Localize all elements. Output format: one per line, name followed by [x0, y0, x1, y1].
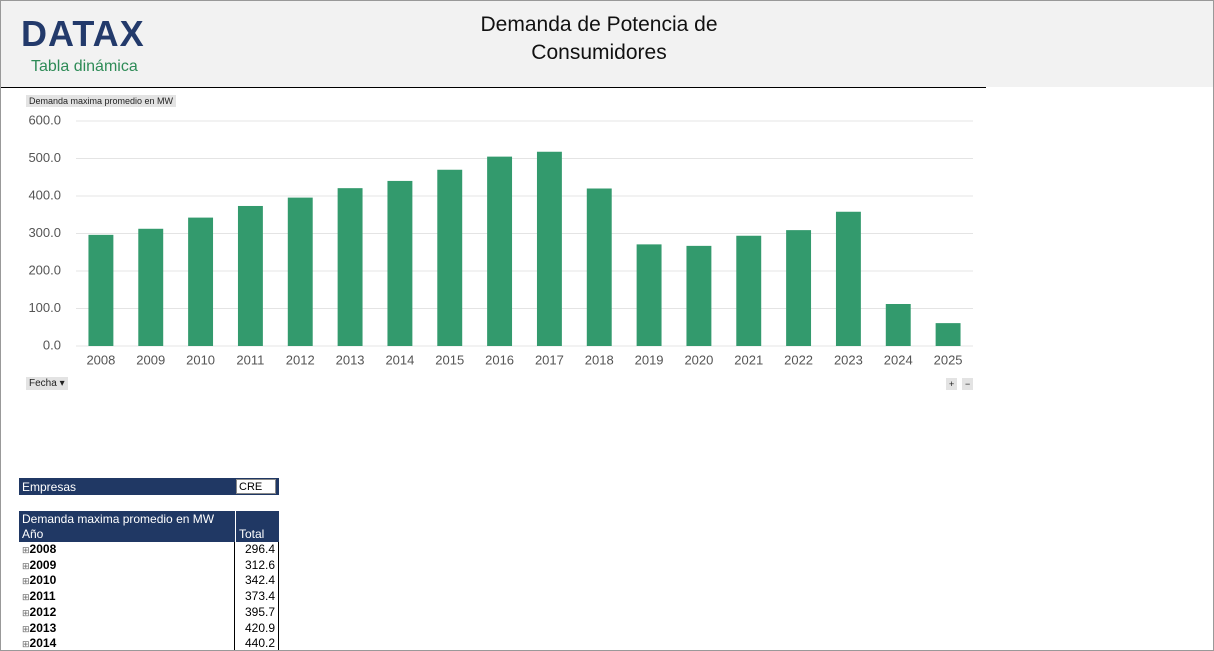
row-label[interactable]: ⊞2009: [19, 557, 235, 574]
y-tick-label: 500.0: [28, 150, 61, 165]
x-tick-label: 2020: [684, 352, 713, 367]
filter-label: Empresas: [19, 478, 235, 495]
x-tick-label: 2012: [286, 352, 315, 367]
x-tick-label: 2013: [336, 352, 365, 367]
row-total: 342.4: [235, 573, 279, 590]
x-tick-label: 2021: [734, 352, 763, 367]
x-tick-label: 2010: [186, 352, 215, 367]
bar: [786, 230, 812, 346]
title: Demanda de Potencia de Consumidores: [480, 13, 718, 64]
x-tick-label: 2017: [535, 352, 564, 367]
x-tick-label: 2008: [86, 352, 115, 367]
y-tick-label: 600.0: [28, 112, 61, 127]
divider: [1, 87, 986, 88]
x-tick-label: 2016: [485, 352, 514, 367]
value-header: Demanda maxima promedio en MW: [19, 511, 235, 527]
x-tick-label: 2009: [136, 352, 165, 367]
row-label[interactable]: ⊞2011: [19, 589, 235, 606]
row-label[interactable]: ⊞2014: [19, 636, 235, 651]
y-tick-label: 100.0: [28, 300, 61, 315]
value-field-button[interactable]: Demanda maxima promedio en MW: [26, 95, 177, 107]
chart: 0.0 100.0 200.0 300.0 400.0 500.0 600.0 2008 200…: [28, 112, 973, 367]
bar: [935, 323, 961, 346]
row-label[interactable]: ⊞2008: [19, 542, 235, 558]
y-tick-label: 200.0: [28, 262, 61, 277]
bar: [387, 180, 413, 346]
bar: [736, 235, 762, 346]
x-tick-label: 2023: [834, 352, 863, 367]
row-label[interactable]: ⊞2010: [19, 573, 235, 590]
collapse-button[interactable]: −: [962, 378, 974, 390]
total-header: Total: [235, 511, 279, 542]
y-tick-label: 0.0: [43, 337, 61, 352]
bar: [586, 188, 612, 346]
row-label[interactable]: ⊞2013: [19, 620, 235, 637]
bar: [287, 197, 313, 346]
row-year: 2008: [29, 542, 57, 556]
x-tick-label: 2024: [884, 352, 913, 367]
logo: DATAX: [21, 13, 145, 54]
x-tick-label: 2011: [236, 352, 264, 367]
subtitle: Tabla dinámica: [31, 58, 138, 75]
row-total: 395.7: [235, 604, 279, 621]
bar: [88, 234, 114, 346]
filter-value[interactable]: CRE: [236, 479, 276, 494]
bar: [437, 169, 463, 346]
bar: [237, 205, 263, 346]
row-year: 2011: [29, 589, 56, 604]
bar: [885, 304, 911, 346]
row-year: 2012: [29, 604, 57, 619]
x-tick-label: 2022: [784, 352, 813, 367]
row-total: 373.4: [235, 589, 279, 606]
bar: [636, 244, 662, 346]
row-total: 440.2: [235, 636, 279, 650]
x-tick-label: 2014: [385, 352, 414, 367]
bar: [835, 211, 861, 346]
axis-field-button[interactable]: Fecha ▾: [26, 377, 68, 390]
bar: [138, 228, 164, 346]
axis-field-label: Fecha: [29, 378, 57, 389]
y-tick-label: 300.0: [28, 225, 61, 240]
row-year: 2013: [29, 620, 57, 635]
bar: [188, 217, 214, 346]
bar: [337, 188, 363, 346]
row-total: 312.6: [235, 557, 279, 574]
row-label[interactable]: ⊞2012: [19, 604, 235, 621]
row-total: 420.9: [235, 620, 279, 637]
x-tick-label: 2025: [934, 352, 963, 367]
bar: [686, 245, 712, 346]
bar: [487, 156, 513, 346]
row-year: 2014: [29, 636, 57, 651]
y-tick-label: 400.0: [28, 187, 61, 202]
x-tick-label: 2015: [435, 352, 464, 367]
row-year: 2010: [29, 573, 57, 588]
x-tick-label: 2019: [635, 352, 664, 367]
row-year: 2009: [29, 557, 57, 572]
x-tick-label: 2018: [585, 352, 614, 367]
bar: [536, 151, 562, 346]
row-total: 296.4: [235, 542, 279, 558]
header: DATAX Tabla dinámica Demanda de Potencia…: [1, 1, 1213, 87]
expand-button[interactable]: +: [946, 378, 958, 390]
row-header: Año: [19, 527, 235, 542]
